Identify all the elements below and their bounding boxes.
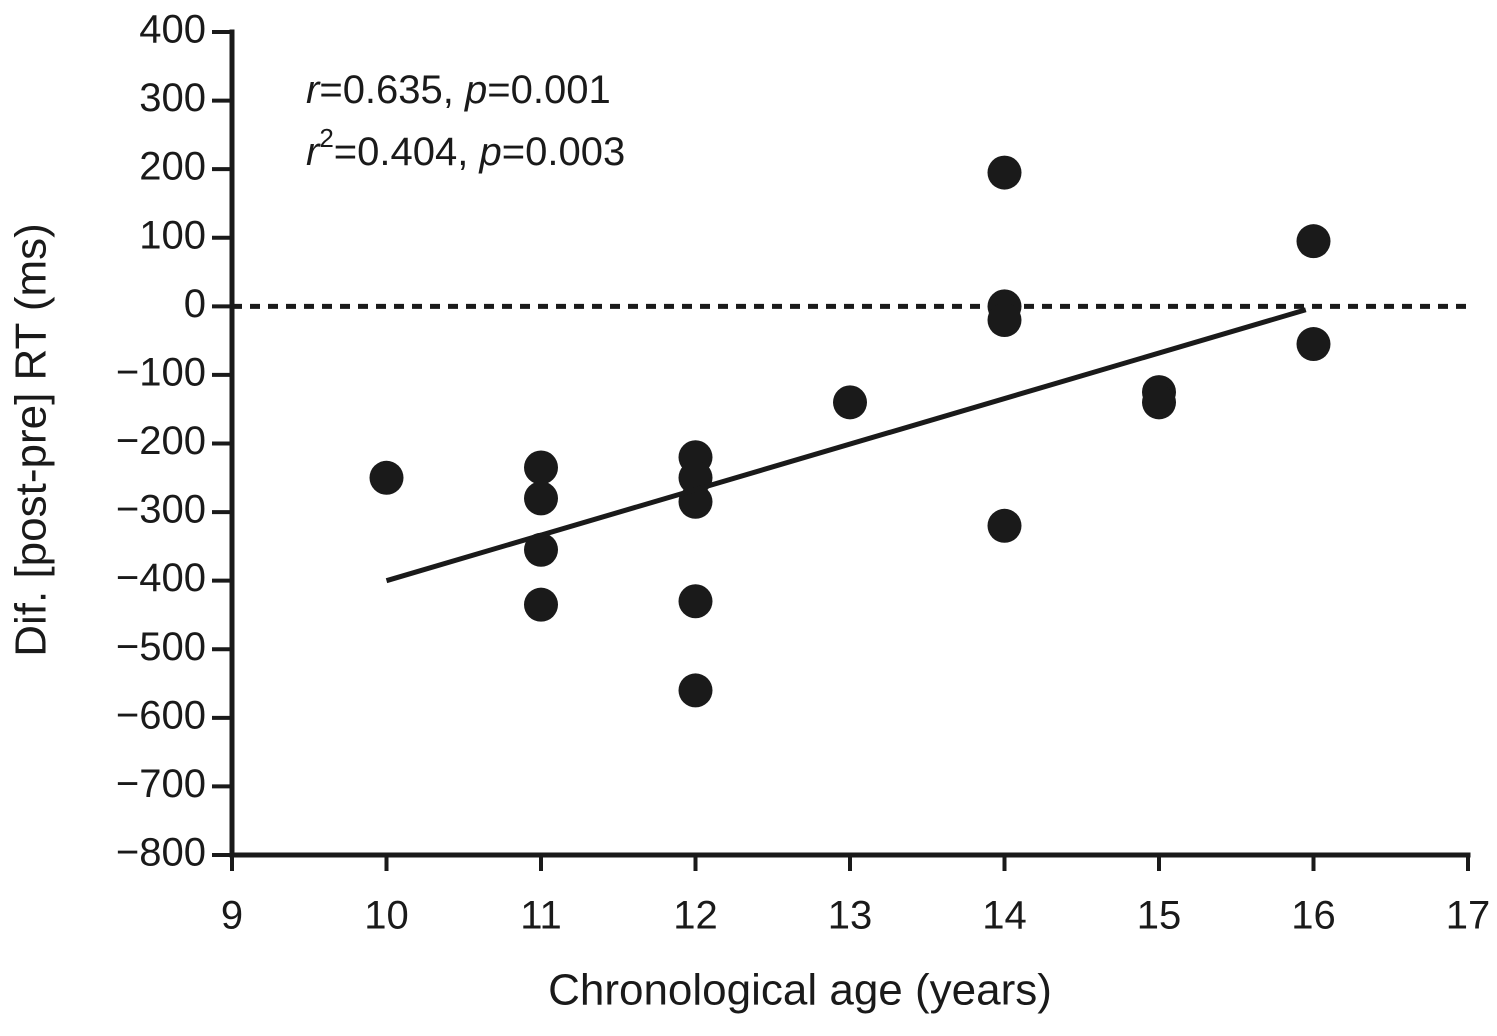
point [524,532,558,567]
annotation-part: =0.635, [319,68,465,112]
annotation-part: r [306,68,321,112]
annotation-part: =0.404, [334,130,480,174]
y-tick-label: 400 [139,8,206,52]
y-tick-label: −400 [116,556,206,600]
y-tick-label: −800 [116,831,206,875]
annotation-part: 2 [319,123,333,153]
y-tick-label: 300 [139,76,206,120]
point [524,450,558,485]
x-tick-label: 10 [364,894,409,938]
annotation-part: =0.001 [487,68,610,112]
x-tick-label: 14 [982,894,1027,938]
point [678,673,713,708]
y-tick-label: −600 [116,693,206,737]
x-axis-title: Chronological age (years) [548,966,1052,1015]
y-tick-label: 100 [139,213,206,257]
point [369,460,404,495]
y-tick-label: −300 [116,488,206,532]
point [987,303,1022,338]
x-tick-label: 17 [1446,894,1491,938]
annotation-part: r [306,130,321,174]
x-tick-label: 13 [828,894,873,938]
annotation: r2=0.404, p=0.003 [306,123,625,174]
point [987,155,1022,190]
point [1142,385,1176,420]
point [1296,327,1331,362]
annotation: r=0.635, p=0.001 [306,68,611,112]
y-tick-label: −200 [116,419,206,463]
annotation-part: =0.003 [502,130,625,174]
point [524,481,558,516]
point [678,584,713,619]
x-tick-label: 11 [520,894,562,938]
y-tick-label: −700 [116,762,206,806]
x-tick-label: 16 [1291,894,1336,938]
annotation-part: p [464,68,487,112]
point [833,385,867,420]
y-tick-label: −100 [116,350,206,394]
point [987,508,1022,543]
annotation-part: p [478,130,501,174]
y-axis-title: Dif. [post-pre] RT (ms) [7,223,56,657]
y-tick-label: 200 [139,145,206,189]
x-tick-label: 12 [673,894,718,938]
point [1296,224,1331,259]
y-tick-label: 0 [184,282,206,326]
x-tick-label: 15 [1137,894,1182,938]
x-tick-label: 9 [221,894,243,938]
fit-line [385,307,1307,584]
point [524,587,558,622]
y-tick-label: −500 [116,625,206,669]
